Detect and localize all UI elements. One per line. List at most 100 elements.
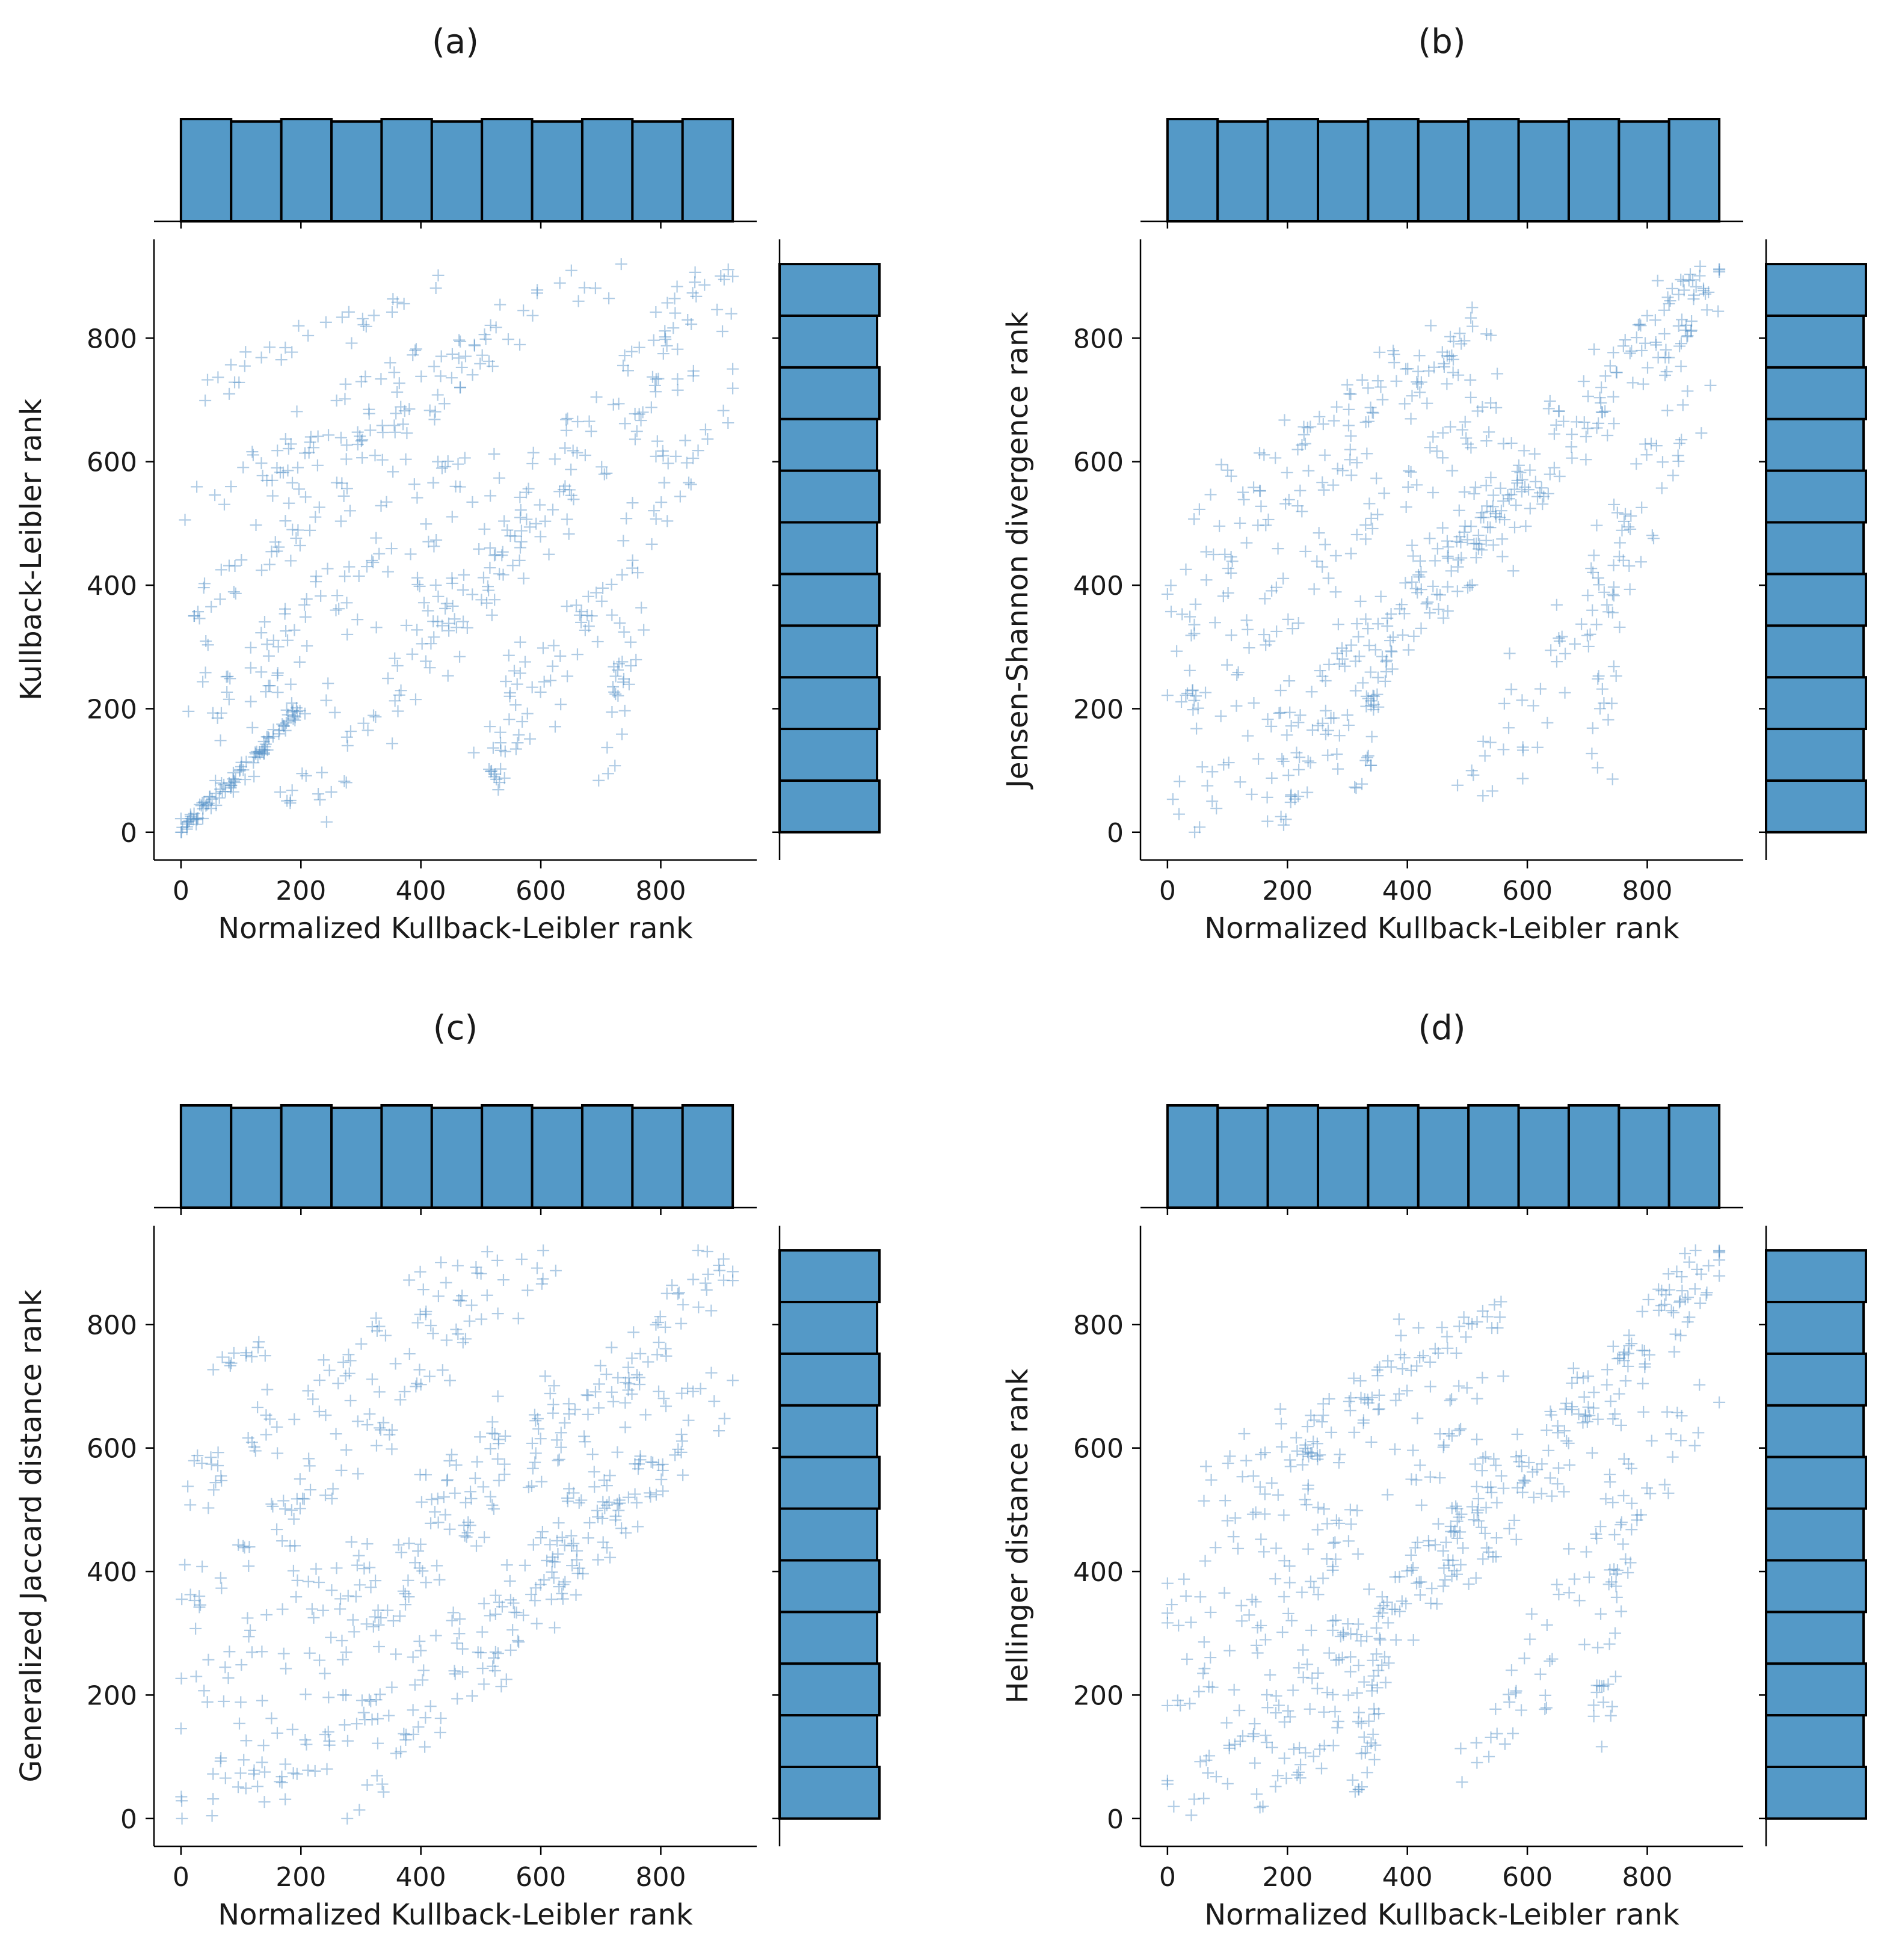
scatter-point [238,360,251,372]
scatter-point [1367,1670,1380,1682]
scatter-point [335,1464,348,1476]
scatter-point [1325,712,1337,725]
scatter-point [1611,1353,1624,1365]
y-axis-label: Jensen-Shannon divergence rank [1001,312,1035,790]
scatter-point [199,666,212,679]
scatter-point [376,1778,389,1790]
scatter-point [1305,1409,1317,1422]
marginal-x-bar [1367,118,1420,223]
scatter-point [440,1334,453,1347]
scatter-point [515,535,528,548]
scatter-point [312,788,325,800]
scatter-point [1445,1525,1458,1538]
scatter-point [566,1559,579,1572]
scatter-point [428,1505,441,1518]
marginal-y-bar [1765,314,1865,369]
scatter-point [1458,486,1471,499]
scatter-point [197,675,209,688]
scatter-point [245,1436,258,1449]
scatter-point [224,779,237,792]
scatter-point [556,1531,568,1544]
scatter-point [303,1460,316,1472]
scatter-point [1587,1710,1600,1722]
scatter-point [1215,458,1228,471]
scatter-point [1424,1356,1436,1368]
scatter-point [1553,470,1566,482]
scatter-point [694,1383,707,1395]
scatter-point [575,606,588,618]
scatter-point [176,821,189,834]
scatter-point [1677,275,1690,287]
scatter-point [484,720,496,733]
scatter-point [298,707,311,720]
scatter-point [1424,1597,1437,1609]
scatter-point [386,1681,398,1694]
scatter-point [1312,719,1325,732]
scatter-point [1698,284,1710,297]
scatter-point [1672,455,1685,467]
scatter-point [222,1672,235,1685]
scatter-point [531,287,543,300]
scatter-point [1456,423,1469,436]
scatter-point [215,564,227,576]
scatter-point [1598,697,1610,710]
scatter-point [1652,351,1664,364]
scatter-point [1415,583,1427,596]
scatter-point [633,1371,645,1384]
scatter-point [1604,1476,1616,1488]
scatter-point [1372,1707,1385,1720]
scatter-point [692,1301,705,1313]
scatter-point [1515,1449,1527,1462]
scatter-point [1300,1499,1313,1511]
scatter-point [439,602,452,615]
scatter-point [464,1485,477,1498]
scatter-point [1607,559,1620,572]
scatter-point [1194,1756,1207,1768]
scatter-point [413,580,426,592]
scatter-point [253,1336,265,1348]
scatter-point [1342,1689,1355,1701]
scatter-point [218,778,230,791]
scatter-point [1713,1396,1726,1409]
scatter-point [1249,1506,1262,1519]
scatter-point [1432,603,1445,616]
scatter-point [1423,364,1435,377]
scatter-point [477,1481,490,1493]
scatter-point [1436,452,1449,464]
scatter-point [687,364,700,377]
scatter-point [1597,1696,1610,1709]
scatter-point [1441,349,1453,362]
scatter-point [1233,1704,1246,1717]
scatter-point [313,1576,325,1589]
scatter-point [1560,1397,1572,1410]
scatter-point [1337,1629,1350,1641]
scatter-point [1407,1634,1420,1647]
scatter-point [1587,566,1599,579]
scatter-point [358,1562,371,1575]
scatter-point [256,469,269,482]
scatter-point [266,490,279,502]
scatter-point [1405,413,1417,425]
scatter-point [245,1646,258,1659]
scatter-point [478,523,491,535]
scatter-point [1441,604,1454,617]
scatter-point [1584,628,1596,641]
scatter-point [341,1812,354,1825]
scatter-point [547,503,559,516]
scatter-point [1363,497,1376,510]
scatter-point [1583,1571,1595,1584]
scatter-point [494,744,507,757]
scatter-point [216,785,229,798]
scatter-point [288,710,301,722]
scatter-point [271,669,284,681]
scatter-point [1398,607,1411,620]
scatter-point [1311,1449,1324,1462]
scatter-point [1454,1526,1467,1538]
scatter-point [366,1321,378,1333]
scatter-point [1428,361,1441,373]
scatter-point [1283,1559,1296,1572]
scatter-point [612,1504,625,1517]
scatter-point [598,468,611,481]
scatter-point [1235,1599,1248,1612]
scatter-point [1475,1521,1488,1534]
